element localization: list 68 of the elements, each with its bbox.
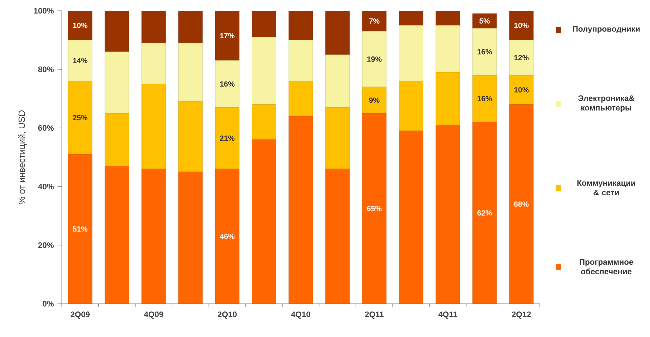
bar [68, 154, 93, 304]
x-tick-label: 4Q11 [438, 312, 458, 319]
bar [436, 10, 460, 26]
bar [399, 81, 424, 132]
bar [509, 40, 534, 76]
bar [288, 81, 314, 117]
bar [215, 60, 240, 108]
y-tick-label: 20% [38, 242, 54, 248]
bar [68, 10, 93, 40]
bar [252, 104, 276, 140]
x-tick-label: 2Q09 [70, 312, 90, 319]
bar [105, 166, 130, 304]
bar [509, 104, 534, 304]
bar [326, 54, 350, 108]
y-tick-label: 100% [34, 8, 54, 14]
x-tick-label: 4Q09 [144, 312, 164, 319]
bar [472, 75, 497, 122]
bar [326, 169, 350, 304]
legend-label: Полупроводники [573, 26, 640, 34]
bar [362, 113, 387, 304]
bar [142, 10, 166, 44]
bar [252, 10, 276, 38]
y-axis-title: % от инвестиций, USD [18, 110, 27, 204]
bar [326, 108, 350, 170]
bar [288, 116, 314, 304]
bar [362, 31, 387, 88]
bar [436, 125, 460, 304]
bar [436, 72, 460, 126]
bar [142, 84, 166, 170]
y-tick-label: 40% [38, 184, 54, 190]
bar [399, 130, 424, 304]
bar [252, 37, 276, 105]
bar [509, 75, 534, 105]
bar [178, 172, 203, 304]
bar [362, 87, 387, 114]
bar [178, 102, 203, 172]
y-tick-label: 80% [38, 66, 54, 72]
bar [68, 40, 93, 82]
x-tick-label: 2Q11 [365, 312, 384, 319]
bar [105, 113, 130, 166]
bar [436, 25, 460, 73]
bar [215, 169, 240, 304]
bar [399, 25, 424, 82]
bar [105, 10, 130, 52]
bar [105, 52, 130, 114]
bar [215, 108, 240, 170]
bar [68, 81, 93, 155]
bar [178, 10, 203, 44]
bar [142, 43, 166, 84]
x-tick-label: 2Q12 [512, 312, 532, 319]
bar [472, 122, 497, 304]
y-tick-label: 60% [38, 125, 54, 132]
bar [399, 10, 424, 26]
bar [252, 140, 276, 304]
x-tick-label: 4Q10 [291, 312, 310, 319]
bar [326, 10, 350, 56]
bar [288, 10, 314, 40]
bar [178, 43, 203, 102]
y-tick-label: 0% [42, 301, 54, 307]
bar [215, 10, 240, 61]
bar [472, 28, 497, 76]
legend-label: Электроника& компьютеры [578, 96, 635, 112]
bar [142, 169, 166, 304]
bar [288, 40, 314, 82]
bar [509, 10, 534, 40]
legend-label: Программное обеспечение [580, 259, 634, 275]
x-tick-label: 2Q10 [218, 312, 237, 319]
legend-label: Коммуникации & сети [578, 180, 636, 196]
